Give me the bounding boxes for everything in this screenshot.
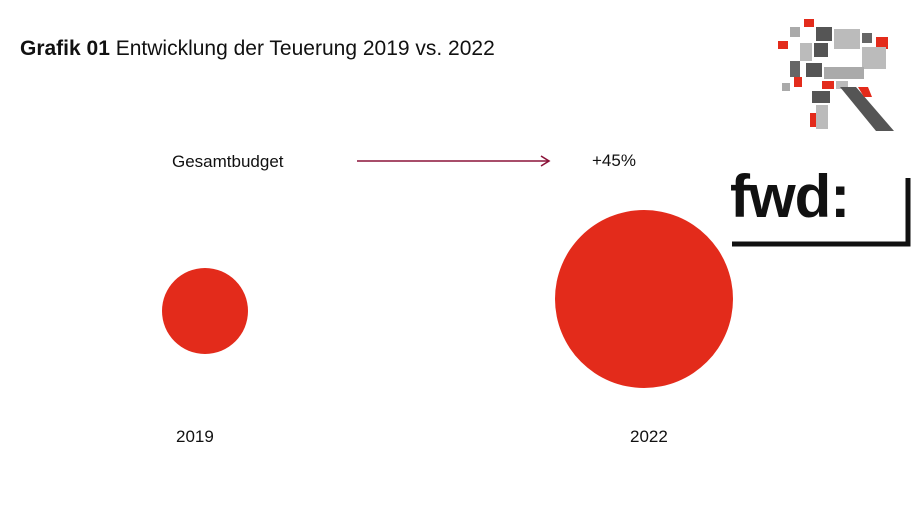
category-label-2019: 2019 (176, 427, 214, 446)
change-label: +45% (592, 151, 636, 170)
chart-title: Grafik 01 Entwicklung der Teuerung 2019 … (20, 34, 540, 64)
category-label-2022: 2022 (630, 427, 668, 446)
bubbles-group (162, 210, 733, 388)
series-label: Gesamtbudget (172, 152, 284, 171)
fwd-logo-frame (732, 178, 911, 247)
bubble-2022 (555, 210, 733, 388)
chart-title-text: Entwicklung der Teuerung 2019 vs. 2022 (115, 37, 495, 60)
fwd-logo-text: fwd: (730, 163, 850, 230)
chart-title-prefix: Grafik 01 (20, 37, 110, 60)
r-logo-icon (778, 19, 894, 131)
bubble-2019 (162, 268, 248, 354)
r-logo-mosaic (778, 19, 894, 131)
